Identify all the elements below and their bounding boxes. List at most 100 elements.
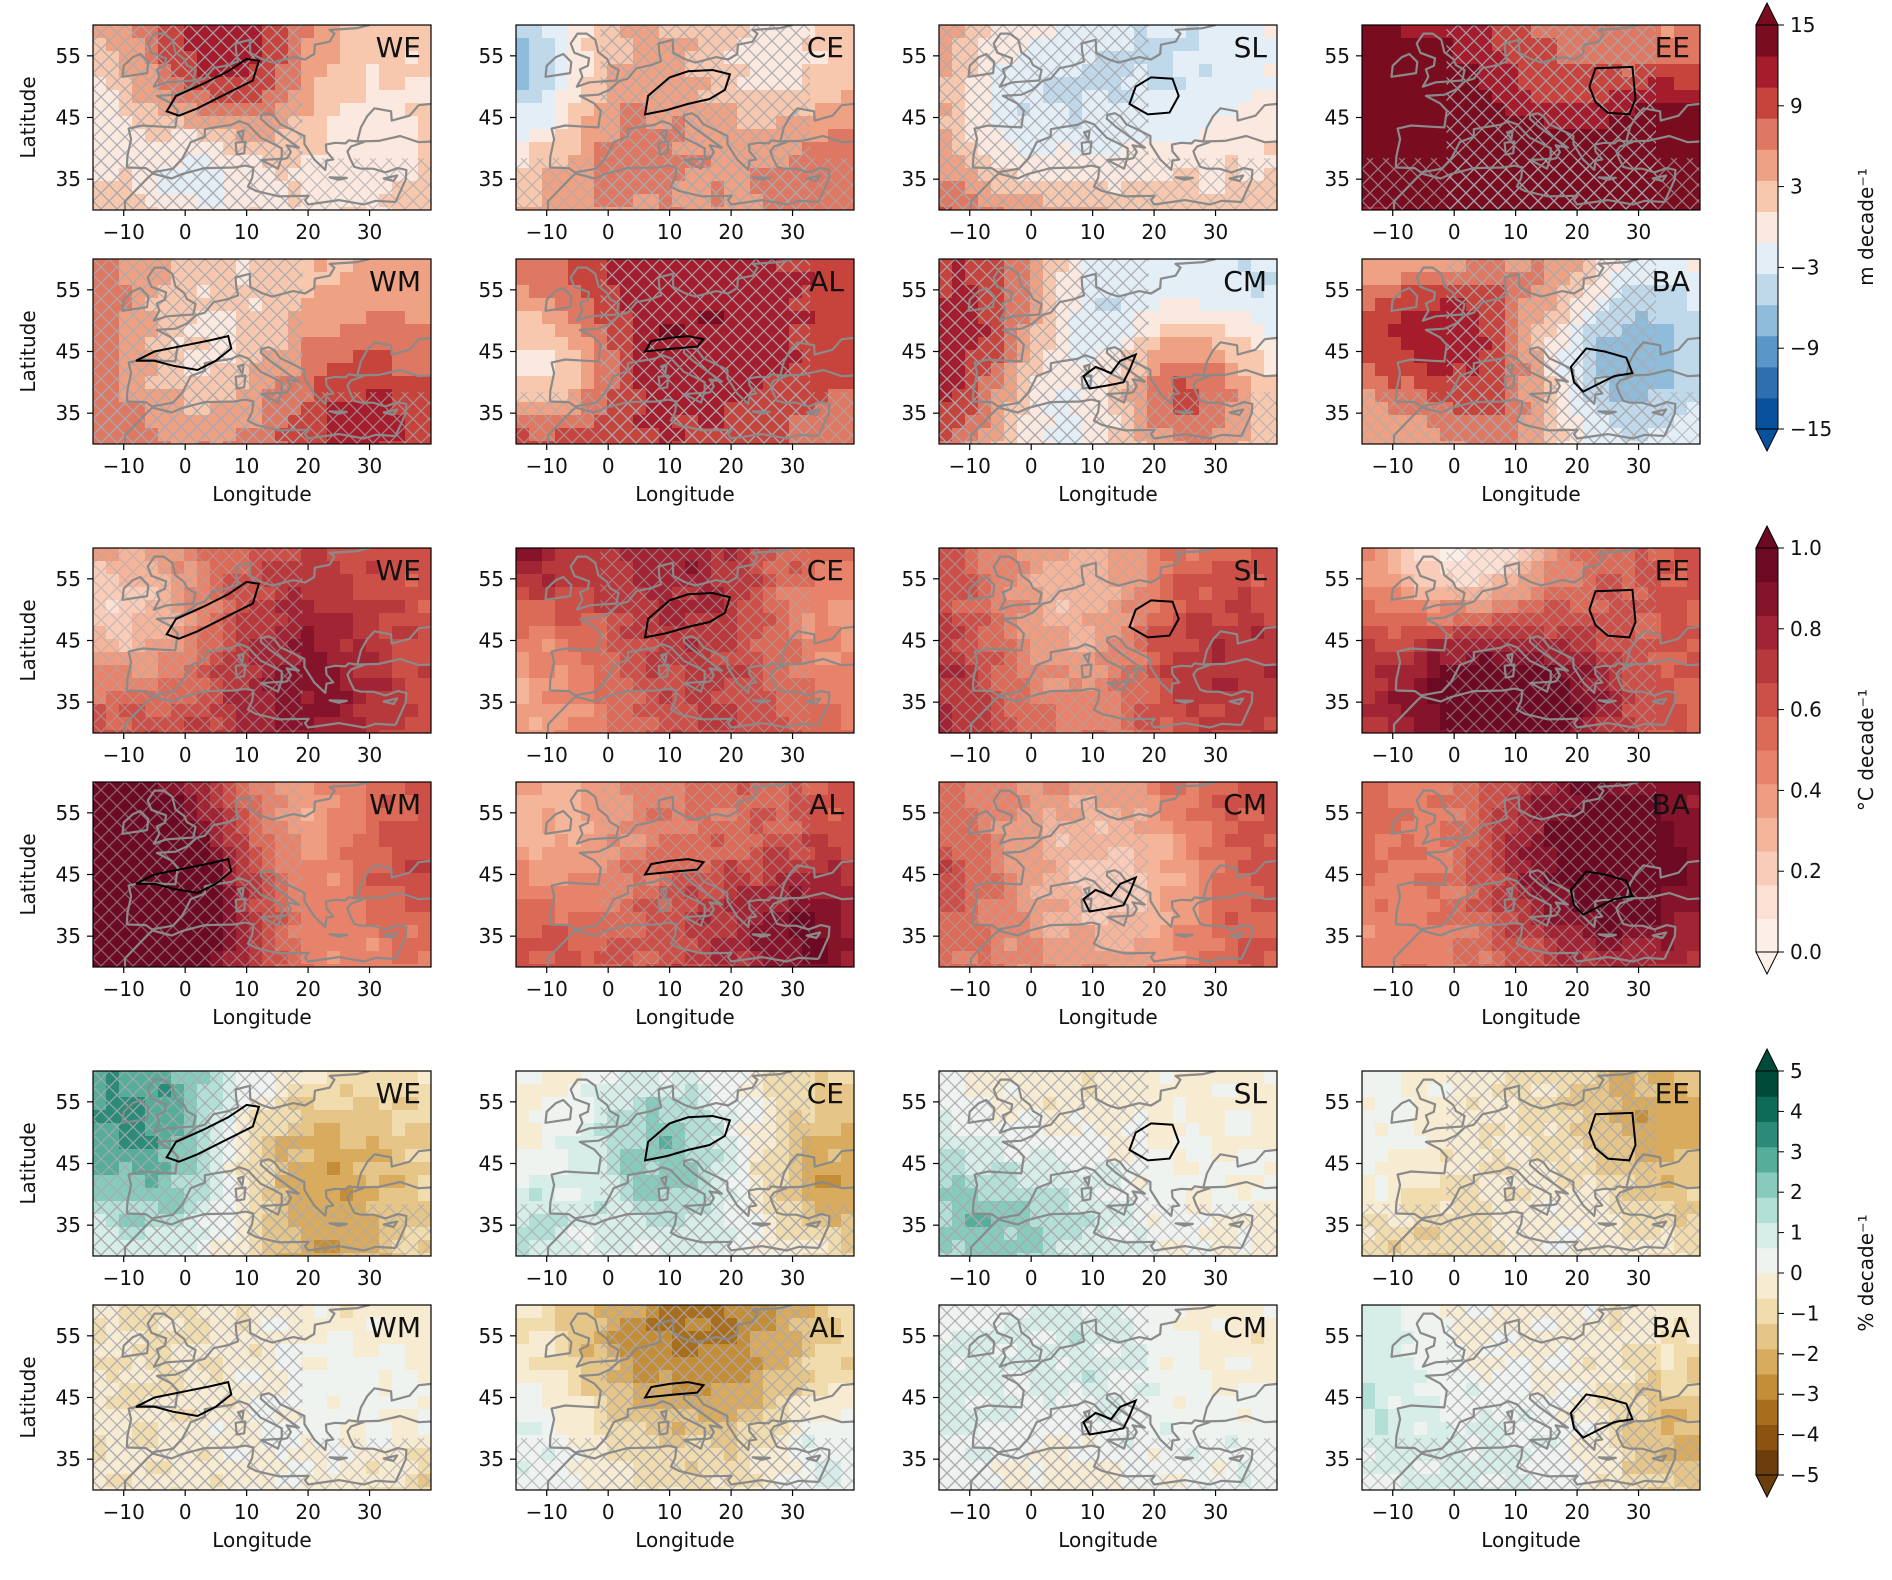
panel-field: [939, 548, 1278, 744]
y-tick-label: 55: [902, 1090, 927, 1114]
y-tick-label: 45: [56, 629, 81, 653]
x-tick-label: 0: [602, 454, 615, 478]
x-tick-label: 30: [1626, 977, 1651, 1001]
x-tick-label: −10: [103, 743, 145, 767]
x-tick-label: −10: [1372, 220, 1414, 244]
y-tick-label: 55: [479, 1090, 504, 1114]
x-tick-label: 30: [1626, 743, 1651, 767]
colorbar-segment: [1756, 683, 1778, 717]
x-tick-label: 10: [234, 743, 259, 767]
x-tick-label: 20: [295, 220, 320, 244]
y-axis-label: Latitude: [16, 76, 40, 158]
x-tick-label: 30: [1203, 977, 1228, 1001]
x-tick-label: 10: [1080, 1266, 1105, 1290]
x-tick-label: −10: [949, 220, 991, 244]
x-tick-label: 20: [1141, 220, 1166, 244]
significance-hatch: [1362, 1204, 1700, 1256]
y-tick-label: 35: [479, 1447, 504, 1471]
colorbar-tick-label: 3: [1790, 175, 1803, 199]
significance-hatch: [93, 1438, 431, 1490]
region-label: WM: [369, 265, 421, 298]
significance-hatch: [601, 548, 811, 733]
significance-hatch: [1362, 158, 1700, 210]
x-tick-label: 20: [295, 1266, 320, 1290]
x-tick-label: 20: [718, 454, 743, 478]
y-tick-label: 35: [56, 401, 81, 425]
colorbar-tick-label: −3: [1790, 1382, 1819, 1406]
y-tick-label: 55: [1325, 278, 1350, 302]
y-tick-label: 55: [56, 1090, 81, 1114]
colorbar-tick-label: −15: [1790, 417, 1832, 441]
x-tick-label: 0: [179, 454, 192, 478]
y-tick-label: 45: [479, 1152, 504, 1176]
x-tick-label: 30: [1203, 454, 1228, 478]
x-tick-label: 20: [1564, 454, 1589, 478]
x-tick-label: −10: [103, 977, 145, 1001]
x-tick-label: 30: [780, 1500, 805, 1524]
y-tick-label: 55: [56, 1324, 81, 1348]
colorbar-segment: [1756, 649, 1778, 683]
x-tick-label: 10: [657, 1500, 682, 1524]
colorbar-tick-label: 0: [1790, 1261, 1803, 1285]
y-tick-label: 55: [479, 44, 504, 68]
x-tick-label: 10: [657, 220, 682, 244]
x-tick-label: 10: [1503, 743, 1528, 767]
x-tick-label: 30: [357, 743, 382, 767]
colorbar-tick-label: 3: [1790, 1140, 1803, 1164]
x-tick-label: −10: [949, 743, 991, 767]
colorbar-tick-label: 1: [1790, 1221, 1803, 1245]
region-label: WE: [376, 554, 421, 587]
colorbar-segment: [1756, 1147, 1778, 1173]
x-tick-label: 20: [718, 743, 743, 767]
region-label: BA: [1652, 788, 1690, 821]
x-tick-label: 0: [179, 1500, 192, 1524]
colorbar-segment: [1756, 1298, 1778, 1324]
colorbar-segment: [1756, 1450, 1778, 1476]
x-tick-label: 30: [780, 977, 805, 1001]
x-tick-label: 0: [602, 1266, 615, 1290]
colorbar-tick-label: 0.8: [1790, 617, 1822, 641]
x-tick-label: −10: [1372, 977, 1414, 1001]
colorbar-segment: [1756, 1071, 1778, 1097]
y-tick-label: 35: [902, 690, 927, 714]
x-tick-label: 0: [602, 743, 615, 767]
x-tick-label: −10: [526, 454, 568, 478]
y-tick-label: 45: [56, 340, 81, 364]
x-axis-label: Longitude: [1481, 1528, 1580, 1552]
region-label: WM: [369, 788, 421, 821]
x-tick-label: −10: [949, 977, 991, 1001]
x-tick-label: 20: [1564, 977, 1589, 1001]
colorbar-segment: [1756, 274, 1778, 306]
x-tick-label: 0: [602, 977, 615, 1001]
colorbar-segment: [1756, 548, 1778, 582]
colorbar-tick-label: 4: [1790, 1099, 1803, 1123]
significance-hatch: [93, 548, 303, 733]
y-axis-label: Latitude: [16, 1356, 40, 1438]
y-tick-label: 55: [56, 567, 81, 591]
colorbar-tick-label: 2: [1790, 1180, 1803, 1204]
x-tick-label: 20: [1141, 1266, 1166, 1290]
x-tick-label: 30: [1626, 454, 1651, 478]
x-tick-label: −10: [526, 977, 568, 1001]
y-tick-label: 45: [902, 106, 927, 130]
x-tick-label: 0: [1025, 743, 1038, 767]
x-tick-label: −10: [1372, 454, 1414, 478]
region-label: AL: [809, 1311, 844, 1344]
colorbar-segment: [1756, 784, 1778, 818]
colorbar-segment: [1756, 582, 1778, 616]
x-axis-label: Longitude: [635, 1528, 734, 1552]
x-tick-label: 0: [1025, 977, 1038, 1001]
x-tick-label: 20: [295, 1500, 320, 1524]
x-tick-label: 10: [234, 454, 259, 478]
significance-hatch: [1447, 782, 1657, 967]
significance-hatch: [516, 1438, 854, 1490]
region-label: BA: [1652, 265, 1690, 298]
x-tick-label: 20: [1564, 220, 1589, 244]
x-tick-label: 20: [1141, 454, 1166, 478]
